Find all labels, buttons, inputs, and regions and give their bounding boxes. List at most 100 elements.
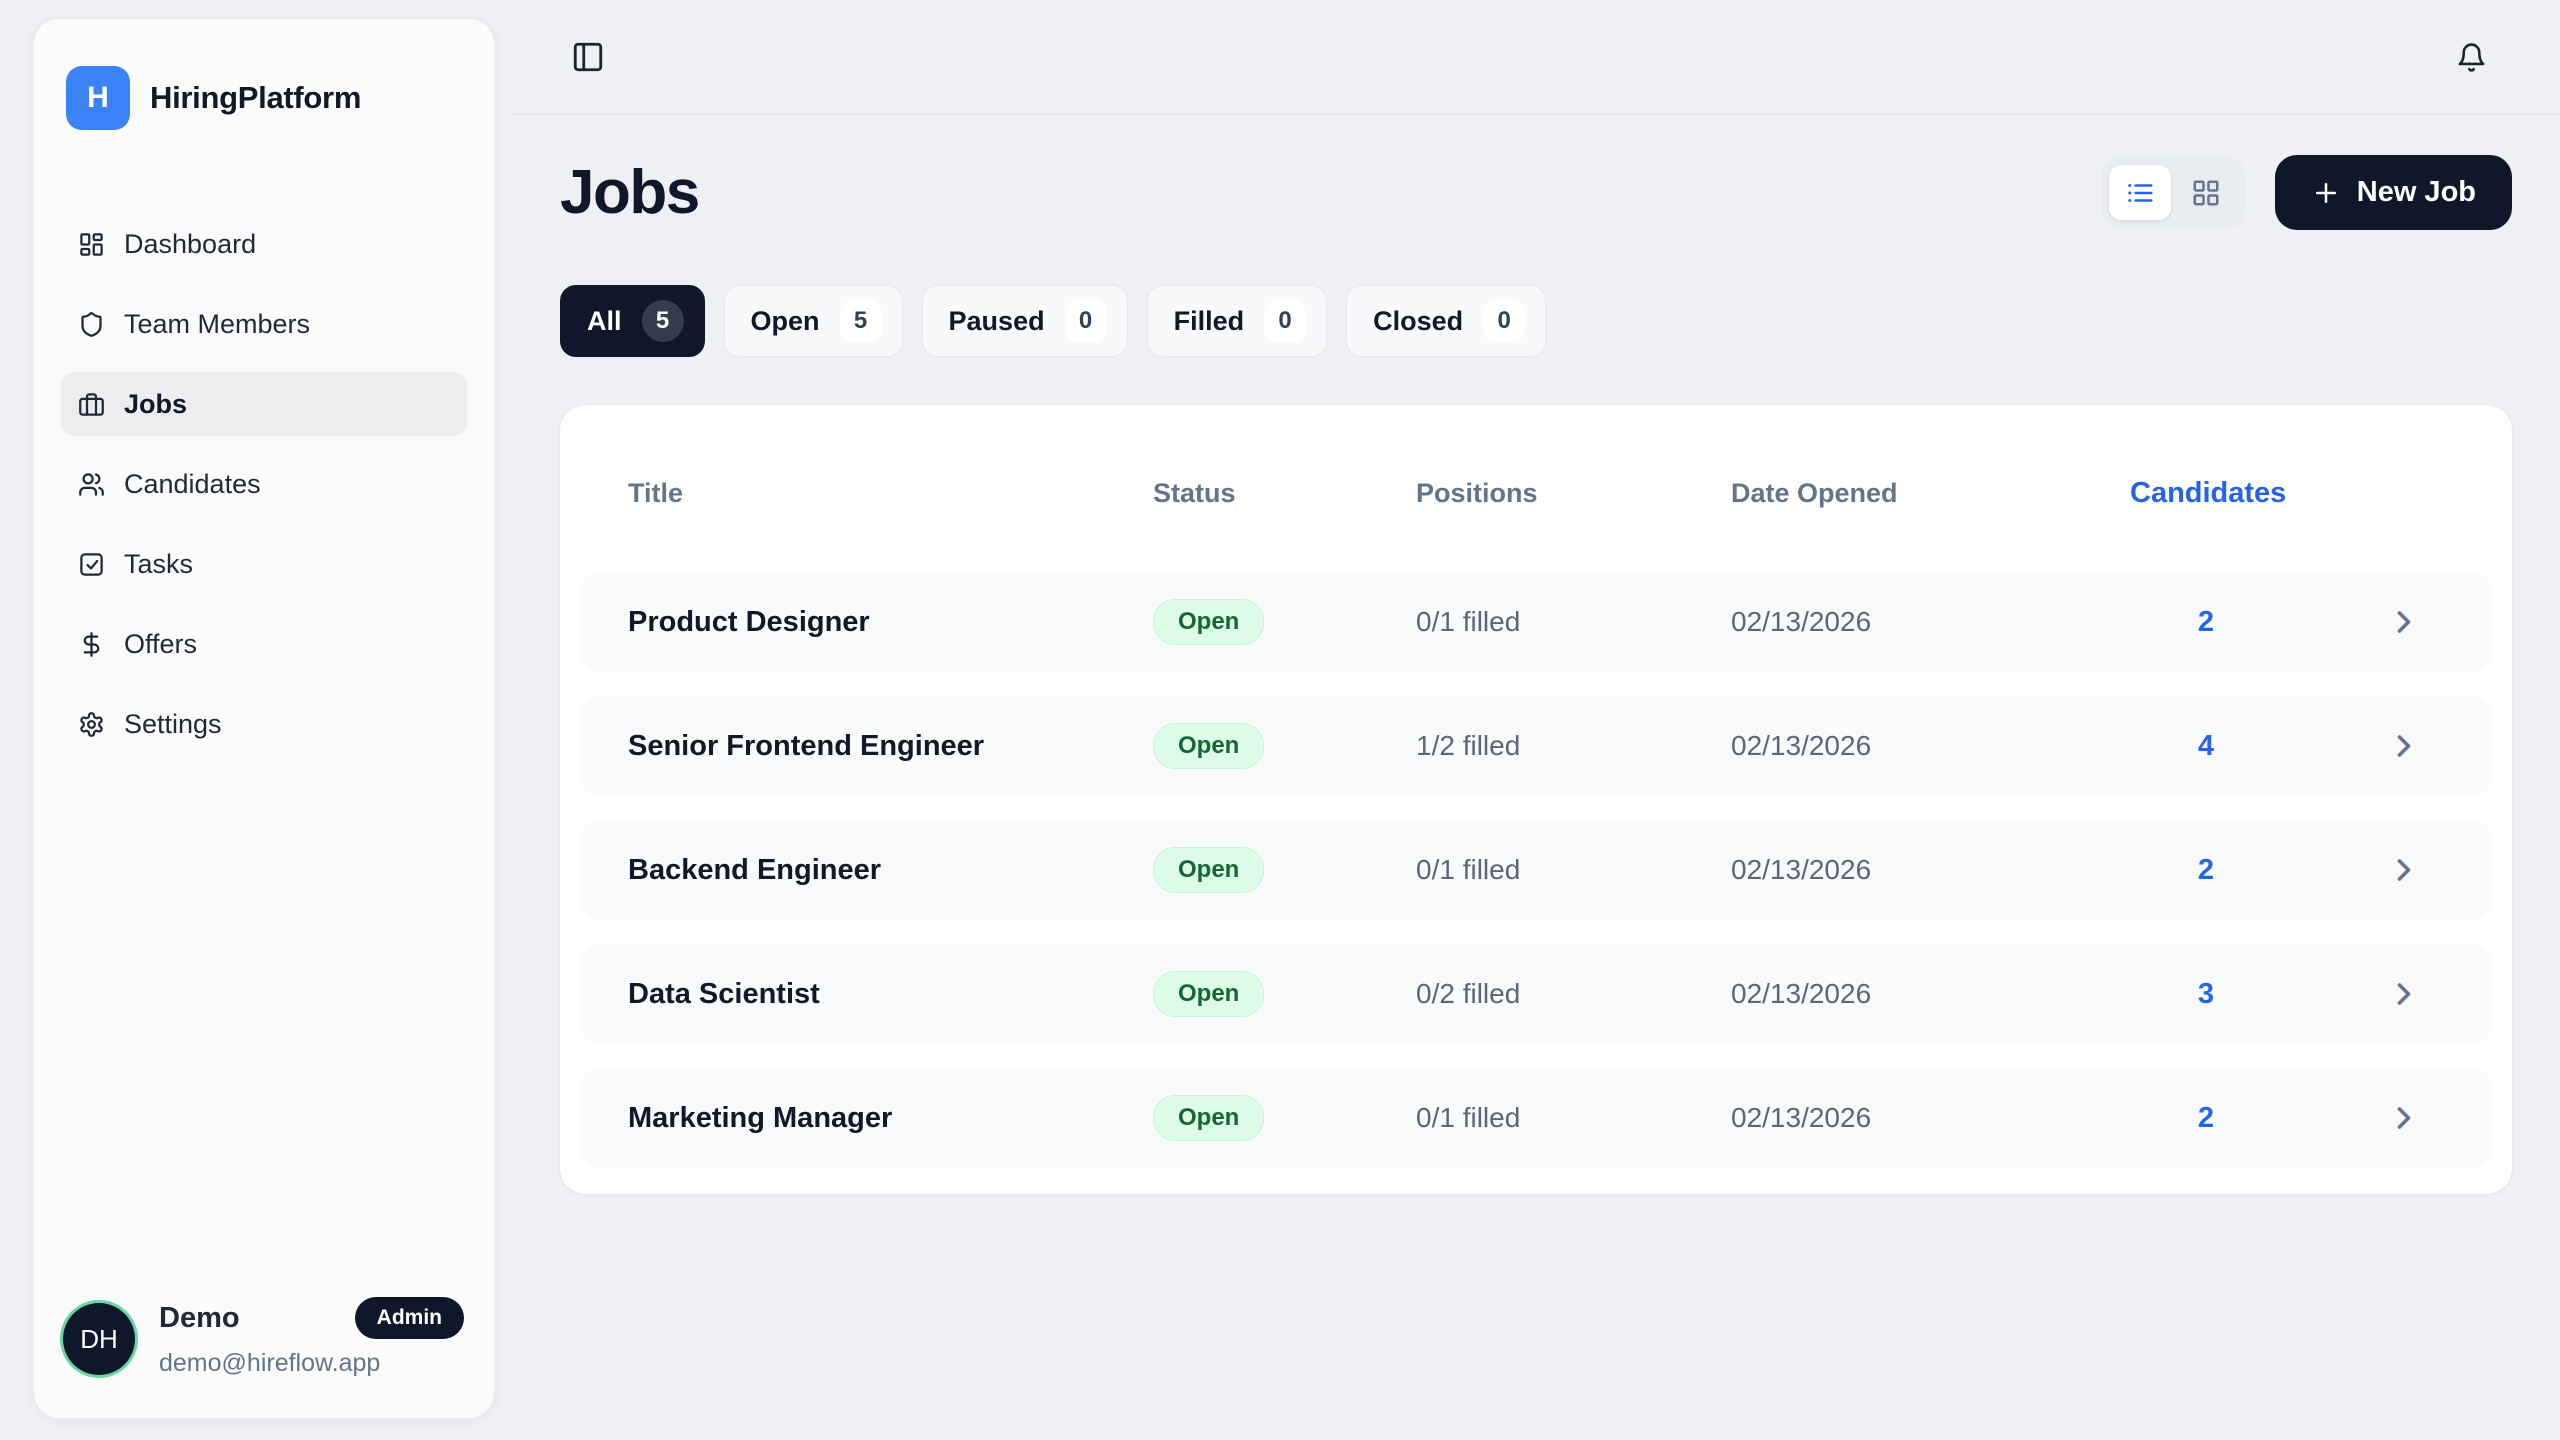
new-job-button[interactable]: New Job xyxy=(2274,155,2512,230)
new-job-label: New Job xyxy=(2356,176,2476,208)
grid-view-icon xyxy=(2191,178,2221,208)
list-view-button[interactable] xyxy=(2108,165,2171,220)
filter-tab-count: 0 xyxy=(1064,300,1107,342)
brand: H HiringPlatform xyxy=(34,19,494,130)
sidebar-item-tasks[interactable]: Tasks xyxy=(61,532,467,596)
chevron-right-icon[interactable] xyxy=(2386,976,2422,1012)
job-title: Data Scientist xyxy=(628,977,820,1010)
table-row[interactable]: Senior Frontend Engineer Open 1/2 filled… xyxy=(580,696,2492,796)
date-opened: 02/13/2026 xyxy=(1731,606,1872,637)
table-row[interactable]: Backend Engineer Open 0/1 filled 02/13/2… xyxy=(580,820,2492,920)
sidebar-item-settings[interactable]: Settings xyxy=(61,692,467,756)
sidebar-item-jobs[interactable]: Jobs xyxy=(61,372,467,436)
job-title: Marketing Manager xyxy=(628,1101,893,1134)
topbar xyxy=(511,0,2560,115)
shield-icon xyxy=(78,311,105,338)
chevron-right-icon[interactable] xyxy=(2386,728,2422,764)
dollar-icon xyxy=(78,631,105,658)
users-icon xyxy=(78,471,105,498)
user-name: Demo xyxy=(159,1301,240,1334)
view-toggle xyxy=(2100,157,2245,228)
status-filter-tabs: All 5 Open 5 Paused 0 Filled 0 Closed 0 xyxy=(560,285,2512,357)
positions-filled: 0/1 filled xyxy=(1416,606,1521,637)
gear-icon xyxy=(78,711,105,738)
status-badge: Open xyxy=(1153,1095,1265,1141)
filter-tab-count: 5 xyxy=(839,300,882,342)
filter-tab-all[interactable]: All 5 xyxy=(560,285,705,357)
filter-tab-label: All xyxy=(587,305,622,336)
grid-view-button[interactable] xyxy=(2175,165,2237,220)
filter-tab-label: Closed xyxy=(1373,305,1464,336)
date-opened: 02/13/2026 xyxy=(1731,854,1872,885)
candidates-count[interactable]: 3 xyxy=(2197,977,2215,1010)
job-title: Product Designer xyxy=(628,605,870,638)
filter-tab-count: 0 xyxy=(1264,300,1307,342)
filter-tab-open[interactable]: Open 5 xyxy=(723,285,903,357)
jobs-table: Title Status Positions Date Opened Candi… xyxy=(560,405,2512,1194)
chevron-right-icon[interactable] xyxy=(2386,604,2422,640)
job-title: Backend Engineer xyxy=(628,853,882,886)
column-header-positions: Positions xyxy=(1416,478,1538,508)
status-badge: Open xyxy=(1153,847,1265,893)
filter-tab-closed[interactable]: Closed 0 xyxy=(1346,285,1547,357)
candidates-count[interactable]: 4 xyxy=(2197,729,2215,762)
check-square-icon xyxy=(78,551,105,578)
column-header-candidates: Candidates xyxy=(2130,477,2287,509)
content: Jobs New Job All 5 Open 5 Paused 0 Fille… xyxy=(511,115,2560,1194)
notifications-button[interactable] xyxy=(2456,42,2487,73)
panel-left-icon xyxy=(571,40,605,74)
column-header-date-opened: Date Opened xyxy=(1731,478,1898,508)
list-view-icon xyxy=(2125,178,2155,208)
sidebar-item-team-members[interactable]: Team Members xyxy=(61,292,467,356)
user-meta: Demo Admin demo@hireflow.app xyxy=(159,1297,464,1378)
filter-tab-count: 5 xyxy=(641,300,684,342)
candidates-count[interactable]: 2 xyxy=(2197,1101,2215,1134)
sidebar-nav: Dashboard Team Members Jobs Candidates T… xyxy=(61,212,467,756)
sidebar-item-candidates[interactable]: Candidates xyxy=(61,452,467,516)
chevron-right-icon[interactable] xyxy=(2386,1100,2422,1136)
table-body: Product Designer Open 0/1 filled 02/13/2… xyxy=(580,572,2492,1168)
status-badge: Open xyxy=(1153,599,1265,645)
user-email: demo@hireflow.app xyxy=(159,1349,381,1377)
logo-mark-icon: H xyxy=(66,66,130,130)
plus-icon xyxy=(2311,178,2341,208)
filter-tab-count: 0 xyxy=(1483,300,1526,342)
column-header-title: Title xyxy=(628,478,684,508)
sidebar-toggle-button[interactable] xyxy=(571,40,605,74)
date-opened: 02/13/2026 xyxy=(1731,1102,1872,1133)
positions-filled: 1/2 filled xyxy=(1416,730,1521,761)
status-badge: Open xyxy=(1153,723,1265,769)
filter-tab-filled[interactable]: Filled 0 xyxy=(1146,285,1328,357)
job-title: Senior Frontend Engineer xyxy=(628,729,985,762)
main-area: Jobs New Job All 5 Open 5 Paused 0 Fille… xyxy=(511,0,2560,1440)
avatar: DH xyxy=(63,1303,135,1375)
table-header-row: Title Status Positions Date Opened Candi… xyxy=(580,405,2492,572)
user-menu[interactable]: DH Demo Admin demo@hireflow.app xyxy=(63,1297,464,1378)
dashboard-icon xyxy=(78,231,105,258)
chevron-right-icon[interactable] xyxy=(2386,852,2422,888)
status-badge: Open xyxy=(1153,971,1265,1017)
sidebar: H HiringPlatform Dashboard Team Members … xyxy=(33,18,495,1419)
sidebar-item-offers[interactable]: Offers xyxy=(61,612,467,676)
positions-filled: 0/1 filled xyxy=(1416,1102,1521,1133)
table-row[interactable]: Data Scientist Open 0/2 filled 02/13/202… xyxy=(580,944,2492,1044)
filter-tab-label: Open xyxy=(750,305,820,336)
candidates-count[interactable]: 2 xyxy=(2197,605,2215,638)
page-title: Jobs xyxy=(560,157,700,227)
date-opened: 02/13/2026 xyxy=(1731,978,1872,1009)
positions-filled: 0/2 filled xyxy=(1416,978,1521,1009)
sidebar-item-dashboard[interactable]: Dashboard xyxy=(61,212,467,276)
date-opened: 02/13/2026 xyxy=(1731,730,1872,761)
app-title: HiringPlatform xyxy=(150,80,362,115)
briefcase-icon xyxy=(78,391,105,418)
positions-filled: 0/1 filled xyxy=(1416,854,1521,885)
filter-tab-paused[interactable]: Paused 0 xyxy=(921,285,1128,357)
table-row[interactable]: Product Designer Open 0/1 filled 02/13/2… xyxy=(580,572,2492,672)
filter-tab-label: Paused xyxy=(948,305,1045,336)
candidates-count[interactable]: 2 xyxy=(2197,853,2215,886)
bell-icon xyxy=(2456,42,2487,73)
table-row[interactable]: Marketing Manager Open 0/1 filled 02/13/… xyxy=(580,1068,2492,1168)
role-badge: Admin xyxy=(354,1297,464,1339)
column-header-status: Status xyxy=(1153,478,1236,508)
filter-tab-label: Filled xyxy=(1173,305,1245,336)
